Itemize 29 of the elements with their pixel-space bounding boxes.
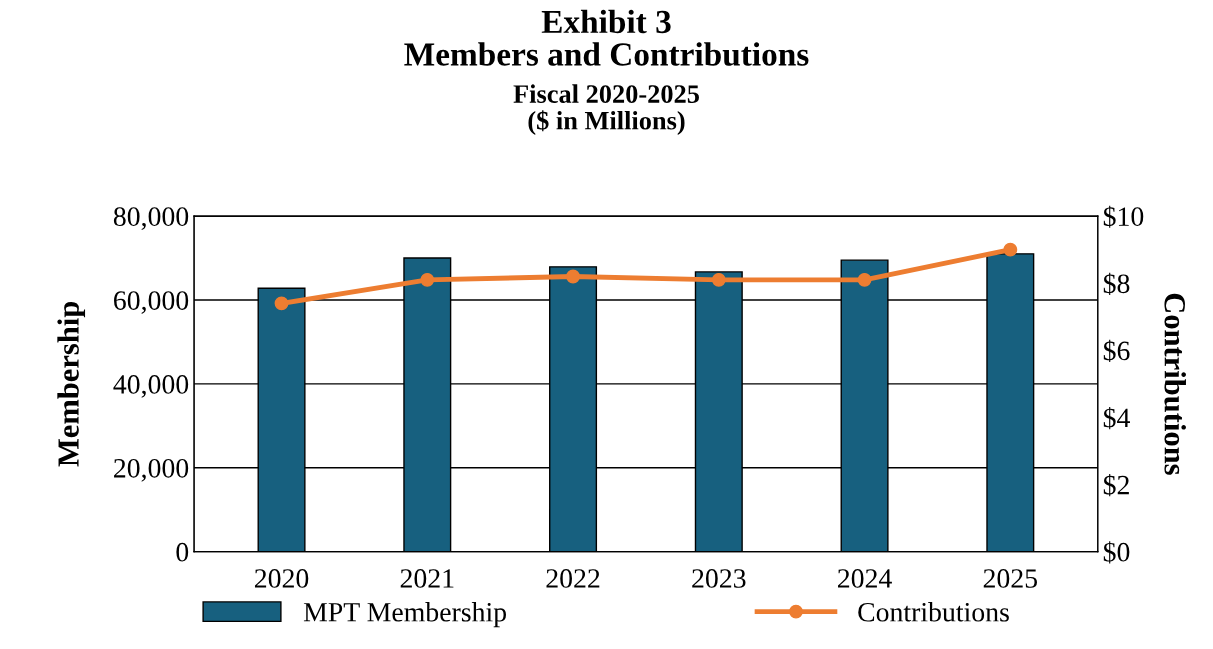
y2-tick-label: $6: [1103, 339, 1130, 363]
x-tick-label: 2024: [838, 569, 892, 588]
y2-tick-label: $2: [1103, 474, 1129, 497]
x-tick-label: 2021: [400, 569, 454, 588]
x-tick-label: 2020: [254, 569, 309, 588]
x-tick-label: 2022: [546, 569, 600, 588]
chart-subtitle: Fiscal 2020-2025 ($ in Millions): [513, 84, 699, 135]
y2-tick-label: $10: [1103, 205, 1144, 228]
point: [1003, 242, 1018, 257]
point: [711, 272, 726, 287]
y-tick-label: 0: [176, 542, 189, 562]
point: [274, 296, 289, 311]
point: [566, 269, 580, 284]
chart-title: Exhibit 3 Members and Contributions: [404, 9, 809, 66]
x-tick-label: 2023: [692, 569, 746, 588]
y2-tick-label: $8: [1103, 272, 1130, 295]
y-axis-title: Membership: [57, 301, 86, 467]
y2-tick-label: $0: [1103, 541, 1130, 564]
y-tick-label: 80,000: [113, 207, 189, 231]
y-tick-label: 60,000: [114, 291, 189, 314]
y2-tick-label: $4: [1103, 406, 1130, 430]
y-tick-label: 40,000: [113, 375, 189, 398]
legend-label: MPT Membership: [303, 602, 507, 628]
point: [420, 272, 435, 287]
x-tick-label: 2025: [983, 569, 1037, 588]
y-tick-label: 20,000: [114, 458, 189, 482]
y2-axis-title: Contributions: [1164, 293, 1186, 475]
legend-label: Contributions: [858, 602, 1009, 622]
point: [857, 272, 872, 287]
